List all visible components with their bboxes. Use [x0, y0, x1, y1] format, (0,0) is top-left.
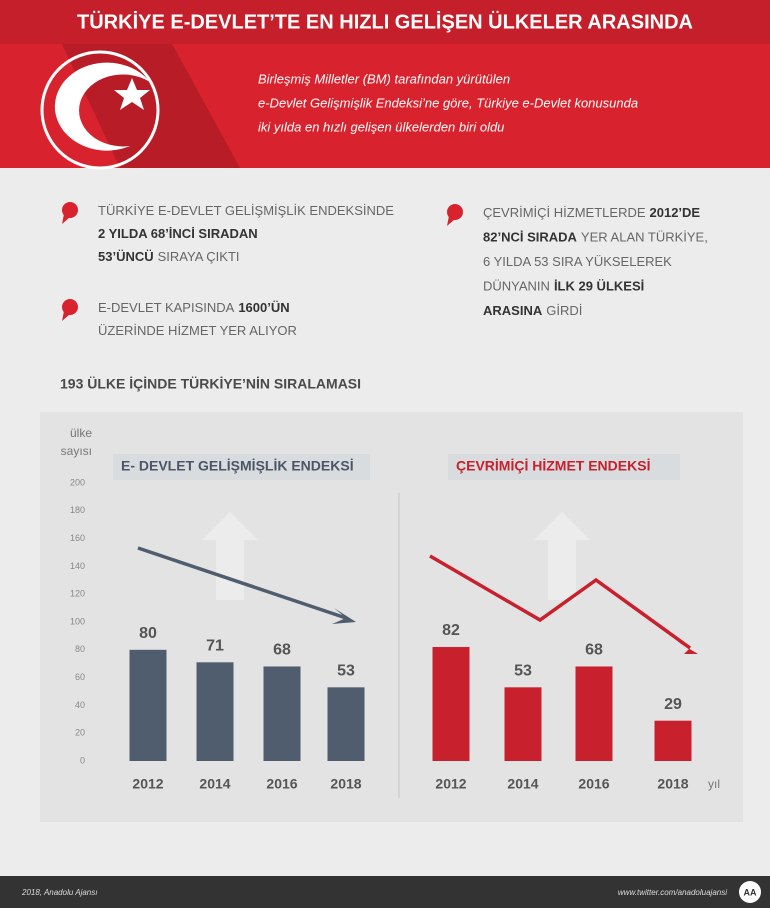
- bullet: ÇEVRİMİÇİ HİZMETLERDE 2012’DE 82’NCİ SIRAD…: [447, 204, 708, 318]
- bullet-text: 6 YILDA 53 SIRA YÜKSELEREK: [483, 254, 672, 269]
- bullet-text-bold: İLK 29 ÜLKESİ: [554, 279, 644, 294]
- logo: [40, 50, 160, 170]
- bullet: TÜRKİYE E-DEVLET GELİŞMİŞLİK ENDEKSİNDE 2…: [62, 202, 394, 264]
- chart-title-box: [113, 454, 370, 480]
- bullet-line: ARASINA GİRDİ: [483, 303, 582, 318]
- y-tick-label: 0: [80, 755, 85, 765]
- y-tick-label: 140: [70, 561, 85, 571]
- bullet: E-DEVLET KAPISINDA 1600’ÜN ÜZERİNDE HİZMET…: [62, 299, 297, 338]
- trend-arrow-head: [678, 642, 698, 654]
- chart-title: ÇEVRİMİÇİ HİZMET ENDEKSİ: [456, 458, 650, 474]
- bullet-text: SIRAYA ÇIKTI: [158, 249, 240, 264]
- x-tick-label: 2014: [199, 776, 230, 792]
- bullet-line: 82’NCİ SIRADA YER ALAN TÜRKİYE,: [483, 230, 708, 245]
- bar: [504, 687, 542, 761]
- bullet-text: ÇEVRİMİÇİ HİZMETLERDE: [483, 205, 646, 220]
- bullet-line: 53’ÜNCÜ SIRAYA ÇIKTI: [98, 249, 240, 264]
- y-tick-label: 20: [75, 728, 85, 738]
- value-label: 53: [514, 663, 532, 680]
- bullet-line: ÜZERİNDE HİZMET YER ALIYOR: [98, 323, 297, 338]
- y-tick-label: 40: [75, 700, 85, 710]
- bullet-text-bold: 2 YILDA 68’İNCİ SIRADAN: [98, 226, 258, 241]
- bullet-line: 6 YILDA 53 SIRA YÜKSELEREK: [483, 254, 672, 269]
- bullet-line: 2 YILDA 68’İNCİ SIRADAN: [98, 226, 258, 241]
- bullet-text-bold: 53’ÜNCÜ: [98, 249, 154, 264]
- x-tick-label: 2012: [132, 776, 163, 792]
- decor-arrows: [202, 512, 590, 600]
- bullet-text-bold: 1600’ÜN: [238, 300, 289, 315]
- bullet-text: GİRDİ: [546, 303, 582, 318]
- y-tick-label: 180: [70, 505, 85, 515]
- subtitle-line: iki yılda en hızlı gelişen ülkelerden bi…: [258, 119, 504, 134]
- chart-title-box: [448, 454, 680, 480]
- value-label: 53: [337, 663, 355, 680]
- section-title: 193 ÜLKE İÇİNDE TÜRKİYE’NİN SIRALAMASI: [60, 376, 361, 392]
- x-tick-label: 2018: [657, 776, 688, 792]
- bullet-icon-tail: [62, 311, 70, 321]
- bullet-line: TÜRKİYE E-DEVLET GELİŞMİŞLİK ENDEKSİNDE: [98, 203, 394, 218]
- trend-arrow: [429, 554, 692, 650]
- footer-band: [0, 876, 770, 908]
- bullet-text: YER ALAN TÜRKİYE,: [581, 230, 708, 245]
- y-axis-label: sayısı: [61, 444, 92, 458]
- bar: [196, 662, 234, 761]
- x-tick-label: 2012: [435, 776, 466, 792]
- bullet-icon: [447, 204, 463, 220]
- trend-arrow: [137, 546, 347, 620]
- bullet-text-bold: 82’NCİ SIRADA: [483, 230, 578, 245]
- bar: [575, 666, 613, 761]
- y-tick-label: 100: [70, 616, 85, 626]
- value-label: 68: [585, 642, 603, 659]
- subtitle-line: Birleşmiş Milletler (BM) tarafından yürü…: [258, 71, 510, 86]
- y-axis-label: ülke: [70, 426, 92, 440]
- value-label: 71: [206, 638, 224, 655]
- page-title: TÜRKİYE E-DEVLET’TE EN HIZLI GELİŞEN ÜLK…: [77, 10, 693, 33]
- value-label: 82: [442, 622, 460, 639]
- chart-title: E- DEVLET GELİŞMİŞLİK ENDEKSİ: [121, 458, 354, 474]
- bullet-line: E-DEVLET KAPISINDA 1600’ÜN: [98, 300, 290, 315]
- title-band: [0, 0, 770, 44]
- bullet-icon-tail: [62, 214, 70, 224]
- value-label: 29: [664, 696, 682, 713]
- subtitle-line: e-Devlet Gelişmişlik Endeksi’ne göre, Tü…: [258, 95, 638, 110]
- y-tick-label: 160: [70, 533, 85, 543]
- bar: [129, 649, 167, 761]
- y-tick-label: 80: [75, 644, 85, 654]
- logo-badge: [739, 881, 761, 903]
- footer-url: www.twitter.com/anadoluajansi: [618, 888, 727, 897]
- x-tick-label: 2018: [330, 776, 361, 792]
- x-axis-label: yıl: [708, 777, 720, 791]
- y-tick-label: 60: [75, 672, 85, 682]
- x-tick-label: 2016: [578, 776, 609, 792]
- bullet-icon: [62, 202, 78, 218]
- bullet-text: E-DEVLET KAPISINDA: [98, 300, 235, 315]
- bullet-line: ÇEVRİMİÇİ HİZMETLERDE 2012’DE: [483, 205, 700, 220]
- value-label: 80: [139, 625, 157, 642]
- y-tick-label: 200: [70, 477, 85, 487]
- value-label: 68: [273, 642, 291, 659]
- bar: [654, 720, 692, 761]
- footer-credit: 2018, Anadolu Ajansı: [21, 888, 97, 897]
- y-tick-label: 120: [70, 589, 85, 599]
- bullet-text-bold: 2012’DE: [650, 205, 701, 220]
- x-tick-label: 2014: [507, 776, 538, 792]
- trend-arrow-head: [332, 608, 356, 624]
- bar: [263, 666, 301, 761]
- subtitle: Birleşmiş Milletler (BM) tarafından yürü…: [258, 71, 638, 134]
- bar: [432, 647, 470, 761]
- bullet-icon: [62, 299, 78, 315]
- bullet-text: DÜNYANIN: [483, 279, 550, 294]
- footer-logo: AA: [744, 887, 757, 897]
- bullet-text: ÜZERİNDE HİZMET YER ALIYOR: [98, 323, 297, 338]
- bullet-text: TÜRKİYE E-DEVLET GELİŞMİŞLİK ENDEKSİNDE: [98, 203, 394, 218]
- x-tick-label: 2016: [266, 776, 297, 792]
- bullet-text-bold: ARASINA: [483, 303, 543, 318]
- bar: [327, 687, 365, 761]
- bullet-icon-tail: [447, 216, 455, 226]
- bullet-line: DÜNYANIN İLK 29 ÜLKESİ: [483, 279, 644, 294]
